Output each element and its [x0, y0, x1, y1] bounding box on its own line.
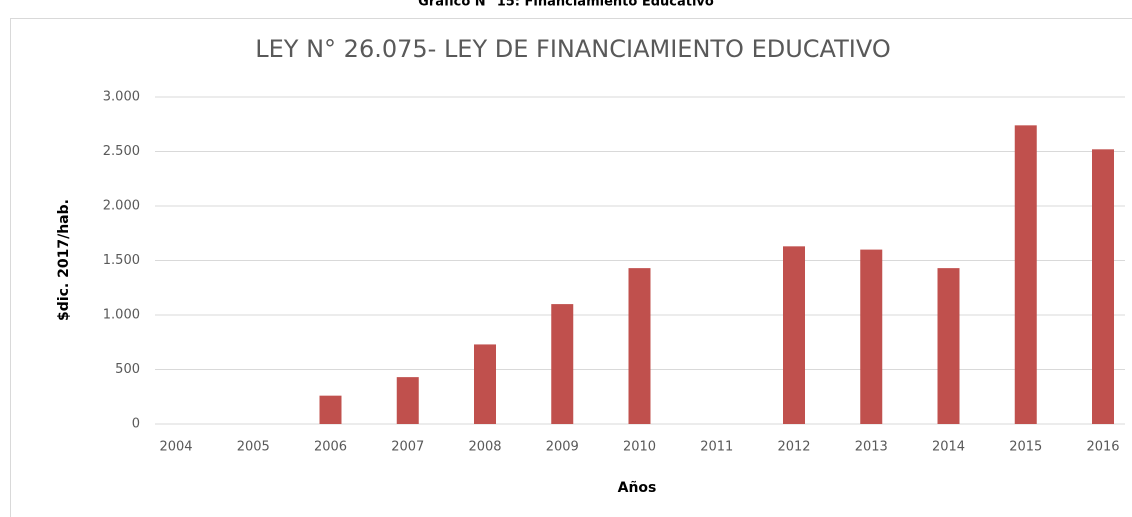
- x-tick-label: 2008: [468, 440, 501, 455]
- x-tick-label: 2013: [855, 440, 888, 455]
- bar: [860, 249, 883, 424]
- x-tick-label: 2004: [159, 440, 192, 455]
- x-tick-label: 2010: [623, 440, 656, 455]
- x-tick-label: 2005: [237, 440, 270, 455]
- x-tick-label: 2009: [546, 440, 579, 455]
- x-tick-label: 2016: [1086, 440, 1119, 455]
- chart-title: LEY N° 26.075- LEY DE FINANCIAMIENTO EDU…: [255, 35, 890, 63]
- x-axis-label: Años: [618, 480, 657, 496]
- y-tick-label: 500: [115, 362, 140, 377]
- bar: [628, 268, 651, 424]
- x-tick-label: 2011: [700, 440, 733, 455]
- x-tick-label: 2007: [391, 440, 424, 455]
- x-tick-label: 2006: [314, 440, 347, 455]
- bar: [1092, 149, 1114, 424]
- bar: [783, 246, 805, 424]
- bar: [319, 395, 342, 424]
- bar: [937, 268, 960, 424]
- y-tick-label: 3.000: [103, 90, 140, 105]
- x-tick-label: 2014: [932, 440, 965, 455]
- bar: [474, 344, 496, 424]
- y-axis-label: $dic. 2017/hab.: [56, 199, 72, 321]
- x-tick-label: 2015: [1009, 440, 1042, 455]
- bar: [396, 377, 419, 424]
- chart-frame: [10, 18, 1132, 517]
- y-tick-label: 2.500: [103, 144, 140, 159]
- bar: [1014, 125, 1037, 424]
- y-tick-label: 1.000: [103, 308, 140, 323]
- y-tick-label: 2.000: [103, 199, 140, 214]
- caption: Gráfico N° 15: Financiamiento Educativo: [418, 0, 714, 10]
- x-tick-label: 2012: [777, 440, 810, 455]
- bar: [551, 304, 574, 424]
- y-tick-label: 0: [132, 417, 140, 432]
- y-tick-label: 1.500: [103, 253, 140, 268]
